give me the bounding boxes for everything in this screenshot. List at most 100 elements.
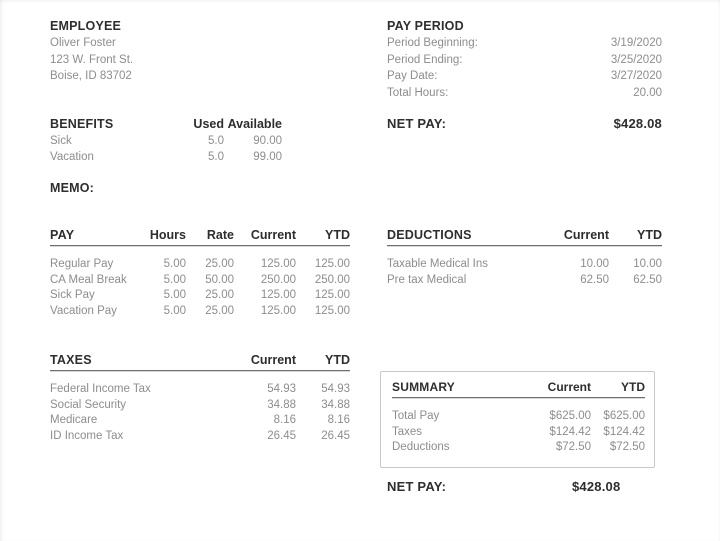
list-item: Pay Date: 3/27/2020 [387, 68, 662, 85]
pay-ytd: 125.00 [314, 258, 350, 270]
summary-header-rule [392, 397, 645, 404]
pay-hours: 5.00 [163, 289, 186, 301]
period-ending-value: 3/25/2020 [610, 53, 662, 66]
pay-date-label: Pay Date: [387, 70, 438, 82]
list-item: Period Beginning: 3/19/2020 [387, 35, 662, 52]
table-row: Pre tax Medical 62.50 62.50 [387, 273, 662, 289]
period-beginning-label: Period Beginning: [387, 37, 478, 49]
pay-label: Vacation Pay [50, 304, 117, 317]
benefit-available: 90.00 [253, 135, 282, 147]
pay-label: Sick Pay [50, 289, 95, 301]
taxes-header-row: TAXES Current YTD [50, 353, 350, 371]
summary-ytd: $124.42 [603, 425, 645, 438]
summary-ytd: $625.00 [603, 410, 645, 422]
employee-block: EMPLOYEE Oliver Foster 123 W. Front St. … [50, 19, 350, 85]
net-pay-footer-label: NET PAY: [387, 479, 447, 494]
tax-current: 34.88 [267, 398, 296, 411]
pay-period-block: PAY PERIOD Period Beginning: 3/19/2020 P… [387, 19, 662, 101]
total-hours-value: 20.00 [633, 86, 662, 99]
summary-heading: SUMMARY [392, 380, 455, 394]
pay-block: PAY Hours Rate Current YTD Regular Pay 5… [50, 228, 350, 319]
table-row: Medicare 8.16 8.16 [50, 413, 350, 429]
summary-ytd: $72.50 [609, 441, 645, 453]
pay-header-rule [50, 245, 350, 252]
deductions-col-ytd: YTD [637, 228, 662, 242]
deduction-label: Taxable Medical Ins [387, 258, 488, 270]
pay-rate: 50.00 [205, 273, 234, 286]
summary-col-ytd: YTD [621, 380, 645, 394]
table-row: Taxes $124.42 $124.42 [392, 425, 645, 441]
pay-hours: 5.00 [163, 273, 186, 286]
table-row: Total Pay $625.00 $625.00 [392, 409, 645, 425]
pay-ytd: 250.00 [314, 273, 350, 286]
period-beginning-value: 3/19/2020 [610, 37, 662, 49]
benefits-block: BENEFITS Used Available Sick 5.0 90.00 V… [50, 117, 282, 165]
deductions-table: DEDUCTIONS Current YTD Taxable Medical I… [387, 228, 662, 288]
employee-heading: EMPLOYEE [50, 19, 122, 33]
summary-current: $124.42 [549, 425, 591, 438]
table-row: Sick Pay 5.00 25.00 125.00 125.00 [50, 288, 350, 304]
summary-label: Deductions [392, 441, 450, 453]
tax-label: Federal Income Tax [50, 383, 151, 395]
pay-col-hours: Hours [149, 228, 186, 242]
deduction-label: Pre tax Medical [387, 273, 467, 286]
taxes-col-ytd: YTD [325, 353, 350, 367]
pay-rate: 25.00 [205, 258, 234, 270]
tax-label: Medicare [50, 414, 98, 426]
summary-header-row: SUMMARY Current YTD [392, 380, 645, 398]
pay-current: 125.00 [260, 258, 296, 270]
benefit-available: 99.00 [253, 150, 282, 163]
employee-name: Oliver Foster [50, 37, 116, 49]
deduction-current: 62.50 [580, 273, 609, 286]
table-row: Federal Income Tax 54.93 54.93 [50, 382, 350, 398]
benefit-used: 5.0 [208, 135, 224, 147]
pay-ytd: 125.00 [314, 289, 350, 301]
pay-col-ytd: YTD [325, 228, 350, 242]
tax-current: 8.16 [273, 414, 296, 426]
summary-table: SUMMARY Current YTD Total Pay $625.00 $6… [392, 380, 645, 456]
tax-label: ID Income Tax [50, 429, 124, 442]
pay-rate: 25.00 [205, 304, 234, 317]
benefits-heading: BENEFITS [50, 117, 114, 131]
table-row: Taxable Medical Ins 10.00 10.00 [387, 257, 662, 273]
summary-col-current: Current [547, 380, 591, 394]
taxes-header-rule [50, 370, 350, 377]
summary-box: SUMMARY Current YTD Total Pay $625.00 $6… [380, 371, 655, 468]
table-row: Sick 5.0 90.00 [50, 134, 282, 150]
pay-rate: 25.00 [205, 289, 234, 301]
tax-ytd: 34.88 [321, 398, 350, 411]
tax-ytd: 8.16 [327, 414, 350, 426]
table-row: Deductions $72.50 $72.50 [392, 440, 645, 456]
deductions-header-rule [387, 245, 662, 252]
employee-address-line2: Boise, ID 83702 [50, 70, 132, 82]
list-item: Total Hours: 20.00 [387, 85, 662, 102]
period-ending-label: Period Ending: [387, 53, 463, 66]
pay-col-rate: Rate [206, 228, 234, 242]
table-row: CA Meal Break 5.00 50.00 250.00 250.00 [50, 273, 350, 289]
taxes-heading: TAXES [50, 353, 92, 367]
net-pay-footer: NET PAY: $428.08 [387, 479, 621, 494]
tax-ytd: 26.45 [321, 429, 350, 442]
pay-hours: 5.00 [163, 258, 186, 270]
total-hours-label: Total Hours: [387, 86, 449, 99]
net-pay-footer-value: $428.08 [572, 479, 621, 494]
pay-period-heading: PAY PERIOD [387, 19, 464, 33]
summary-label: Taxes [392, 425, 423, 438]
deductions-header-row: DEDUCTIONS Current YTD [387, 228, 662, 246]
benefit-used: 5.0 [208, 150, 224, 163]
summary-current: $72.50 [555, 441, 591, 453]
taxes-table: TAXES Current YTD Federal Income Tax 54.… [50, 353, 350, 444]
benefits-header-row: BENEFITS Used Available [50, 117, 282, 134]
summary-label: Total Pay [392, 410, 440, 422]
pay-current: 125.00 [260, 289, 296, 301]
pay-col-current: Current [250, 228, 296, 242]
benefits-col-used: Used [193, 117, 224, 131]
taxes-block: TAXES Current YTD Federal Income Tax 54.… [50, 353, 350, 444]
pay-hours: 5.00 [163, 304, 186, 317]
table-row: Vacation 5.0 99.00 [50, 150, 282, 166]
table-row: ID Income Tax 26.45 26.45 [50, 429, 350, 445]
tax-current: 26.45 [267, 429, 296, 442]
deduction-ytd: 62.50 [633, 273, 662, 286]
net-pay-top-label: NET PAY: [387, 116, 447, 131]
